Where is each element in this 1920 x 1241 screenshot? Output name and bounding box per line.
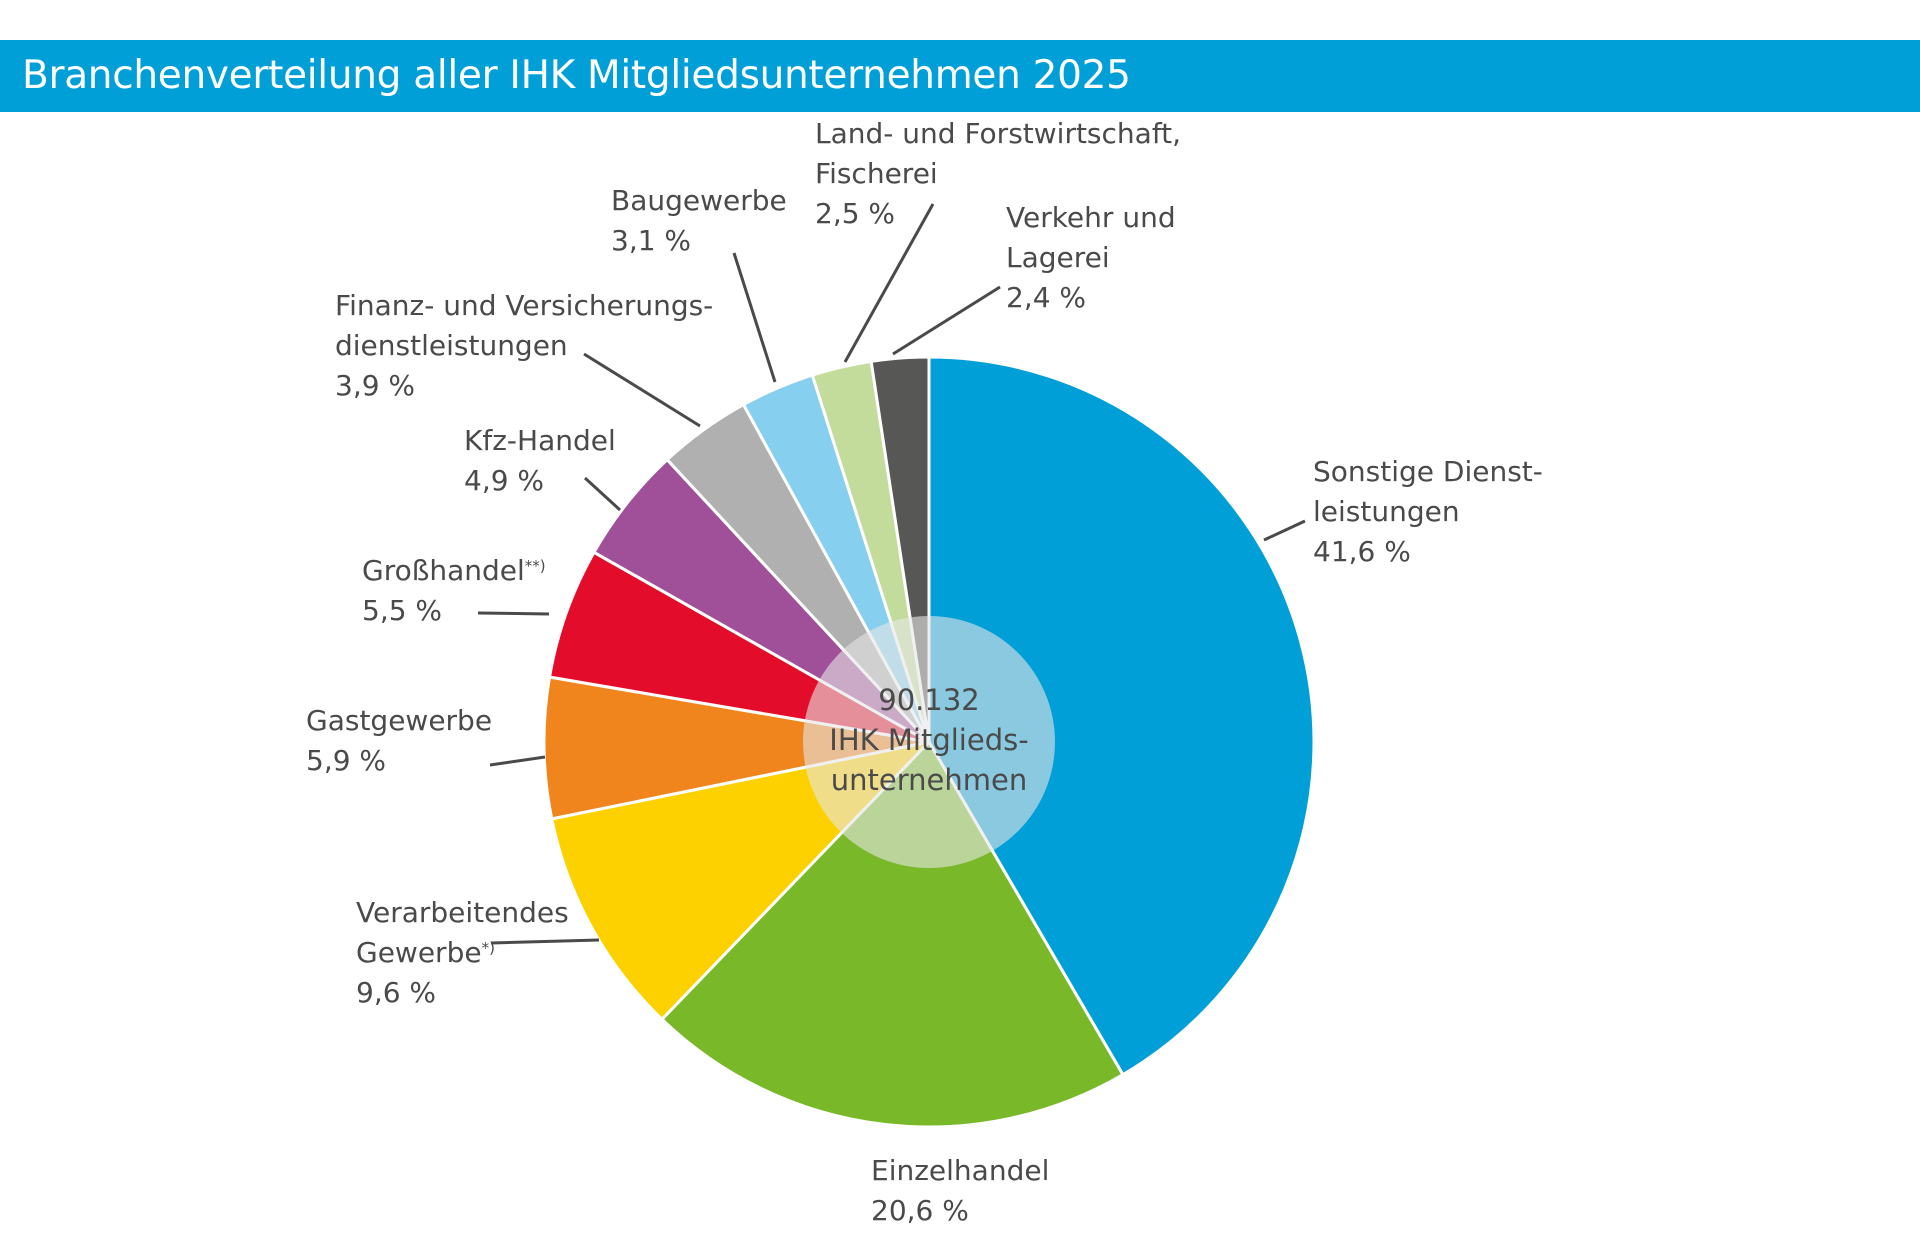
slice-value-10: 2,4 %: [1006, 281, 1086, 314]
center-total: 90.132: [878, 683, 979, 717]
slice-value-3: 9,6 %: [356, 976, 436, 1009]
pie-slice-4: [542, 675, 931, 821]
leader-line-1: [1263, 519, 1306, 542]
chart-title: Branchenverteilung aller IHK Mitgliedsun…: [22, 53, 1131, 98]
slice-label-7: Finanz- und Versicherungs-dienstleistung…: [335, 289, 713, 402]
slice-value-4: 5,9 %: [306, 744, 386, 777]
slice-value-1: 41,6 %: [1313, 535, 1411, 568]
center-label-line1: IHK Mitglieds-: [829, 723, 1028, 757]
slice-value-8: 3,1 %: [611, 224, 691, 257]
slice-label-9: Land- und Forstwirtschaft, Fischerei 2,5 %: [815, 117, 1181, 230]
slice-value-2: 20,6 %: [871, 1194, 969, 1227]
header-bar: Branchenverteilung aller IHK Mitgliedsun…: [0, 40, 1920, 112]
slice-label-2: Einzelhandel 20,6 %: [871, 1154, 1049, 1227]
slice-label-3: Verarbeitendes Gewerbe*) 9,6 %: [356, 896, 569, 1009]
slice-value-5: 5,5 %: [362, 594, 442, 627]
leader-line-4: [489, 755, 546, 767]
leader-lines: [477, 203, 1306, 945]
pie-slice-2: [660, 740, 1125, 1129]
slice-value-7: 3,9 %: [335, 369, 415, 402]
leader-line-5: [477, 611, 550, 616]
leader-line-10: [892, 285, 1001, 356]
leader-line-7: [583, 352, 701, 428]
center-overlay: [803, 616, 1055, 868]
slice-label-4: Gastgewerbe 5,9 %: [306, 704, 492, 777]
slice-labels: Sonstige Dienst-leistungen 41,6 % Einzelha…: [306, 117, 1543, 1227]
slice-value-6: 4,9 %: [464, 464, 544, 497]
leader-line-8: [732, 252, 777, 383]
slice-label-10: Verkehr und Lagerei 2,4 %: [1006, 201, 1176, 314]
leader-line-6: [583, 476, 622, 512]
leader-line-3: [490, 938, 600, 945]
center-label-line2: unternehmen: [831, 763, 1027, 797]
slice-label-8: Baugewerbe 3,1 %: [611, 184, 787, 257]
pie-slice-1: [927, 355, 1316, 1077]
leader-line-9: [843, 203, 935, 363]
slice-value-9: 2,5 %: [815, 197, 895, 230]
slice-label-5: Großhandel**) 5,5 %: [362, 554, 546, 627]
slice-label-1: Sonstige Dienst-leistungen 41,6 %: [1313, 455, 1543, 568]
slice-label-6: Kfz-Handel 4,9 %: [464, 424, 616, 497]
